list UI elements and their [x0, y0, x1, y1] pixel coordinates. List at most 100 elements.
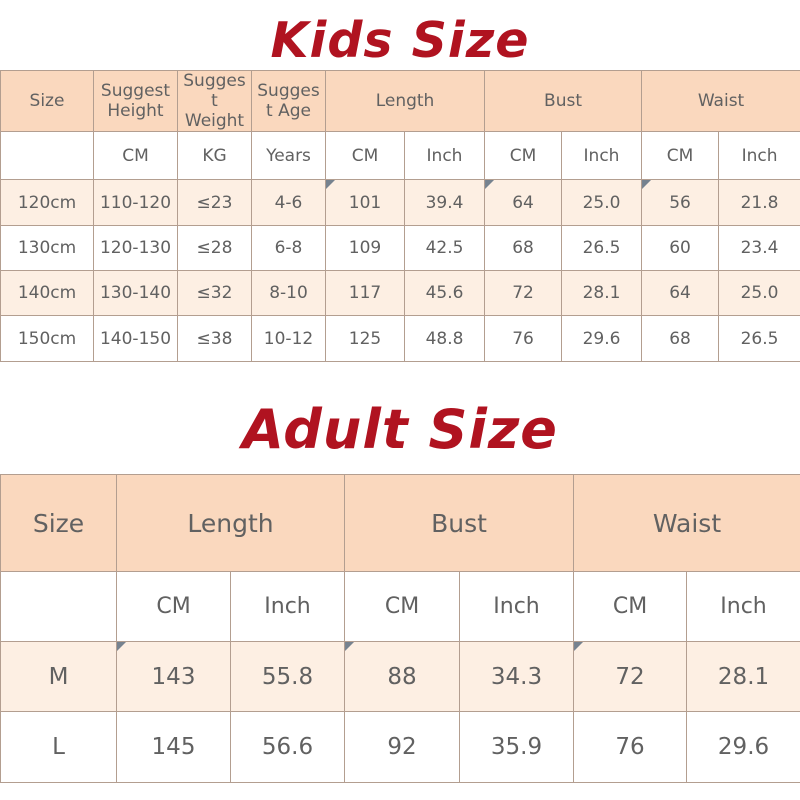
data-cell: 42.5 — [403, 225, 486, 271]
unit-cell — [0, 571, 117, 642]
data-cell: 130-140 — [93, 270, 178, 316]
data-row: 150cm 140-150 ≤38 10-12 125 48.8 76 29.6 68 26.5 — [0, 315, 800, 362]
data-cell: 29.6 — [686, 711, 800, 783]
comment-flag-icon — [326, 180, 335, 189]
data-cell: 140-150 — [93, 315, 178, 362]
data-cell: 109 — [325, 225, 405, 271]
data-cell: 76 — [573, 711, 688, 783]
data-cell: 150cm — [0, 315, 94, 362]
data-cell: 56 — [641, 179, 720, 226]
data-row: 140cm 130-140 ≤32 8-10 117 45.6 72 28.1 64 25.0 — [0, 270, 800, 316]
units-row: CM KG Years CM Inch CM Inch CM Inch — [0, 131, 800, 180]
data-cell: 68 — [641, 315, 720, 362]
data-cell: 60 — [641, 225, 720, 271]
unit-cell: CM — [484, 131, 563, 180]
header-row: Size Suggest Height Suggest Weight Suggest … — [0, 70, 800, 132]
data-cell: 6-8 — [251, 225, 326, 271]
data-cell: 72 — [484, 270, 563, 316]
data-cell: 55.8 — [229, 641, 346, 712]
unit-cell: Inch — [686, 571, 800, 642]
unit-cell: Inch — [561, 131, 643, 180]
data-cell: 28.1 — [686, 641, 800, 712]
header-cell: Size — [0, 70, 94, 132]
data-cell: ≤23 — [177, 179, 252, 226]
unit-cell: Inch — [403, 131, 486, 180]
header-cell: Waist — [641, 70, 800, 132]
unit-cell: Years — [251, 131, 326, 180]
data-cell: 45.6 — [403, 270, 486, 316]
comment-flag-icon — [642, 180, 652, 189]
header-cell: Size — [0, 474, 117, 572]
data-cell: 125 — [325, 315, 405, 362]
unit-cell: CM — [344, 571, 461, 642]
comment-flag-icon — [485, 180, 495, 189]
data-cell: 76 — [484, 315, 563, 362]
data-cell: 56.6 — [229, 711, 346, 783]
header-cell: Bust — [484, 70, 643, 132]
data-row: M 143 55.8 88 34.3 72 28.1 — [0, 641, 800, 712]
comment-flag-icon — [574, 642, 584, 651]
header-cell: Suggest Age — [251, 70, 326, 132]
data-cell: 28.1 — [561, 270, 643, 316]
comment-flag-icon — [117, 642, 126, 651]
data-cell: 64 — [641, 270, 720, 316]
unit-cell: Inch — [229, 571, 346, 642]
data-cell: 39.4 — [403, 179, 486, 226]
data-cell: 4-6 — [251, 179, 326, 226]
data-cell: 21.8 — [718, 179, 800, 226]
unit-cell: CM — [573, 571, 688, 642]
data-cell: 120-130 — [93, 225, 178, 271]
data-cell: L — [0, 711, 117, 783]
header-cell: Length — [324, 70, 486, 132]
unit-cell: KG — [177, 131, 252, 180]
data-cell: 26.5 — [561, 225, 643, 271]
header-cell: Bust — [344, 474, 575, 572]
data-cell: 25.0 — [561, 179, 643, 226]
data-cell: 130cm — [0, 225, 94, 271]
data-cell: 34.3 — [459, 641, 575, 712]
header-cell: Suggest Height — [93, 70, 178, 132]
header-row: Size Length Bust Waist — [0, 474, 800, 572]
unit-cell: Inch — [459, 571, 575, 642]
data-row: 130cm 120-130 ≤28 6-8 109 42.5 68 26.5 60 23.4 — [0, 225, 800, 271]
data-cell: 72 — [573, 641, 688, 712]
data-row: 120cm 110-120 ≤23 4-6 101 39.4 64 25.0 56 21.8 — [0, 179, 800, 226]
data-cell: 68 — [484, 225, 563, 271]
data-cell: ≤38 — [177, 315, 252, 362]
adult-size-title: Adult Size — [242, 398, 558, 461]
kids-size-title: Kids Size — [270, 12, 530, 69]
data-cell: 110-120 — [93, 179, 178, 226]
data-cell: 29.6 — [561, 315, 643, 362]
data-cell: 88 — [344, 641, 461, 712]
header-cell: Waist — [573, 474, 800, 572]
data-cell: M — [0, 641, 117, 712]
data-cell: 92 — [344, 711, 461, 783]
unit-cell: CM — [325, 131, 405, 180]
data-cell: 145 — [116, 711, 231, 783]
data-cell: 117 — [325, 270, 405, 316]
data-cell: 48.8 — [403, 315, 486, 362]
unit-cell: CM — [93, 131, 178, 180]
data-cell: 8-10 — [251, 270, 326, 316]
data-cell: 26.5 — [718, 315, 800, 362]
data-cell: 120cm — [0, 179, 94, 226]
data-cell: 10-12 — [251, 315, 326, 362]
data-cell: 25.0 — [718, 270, 800, 316]
data-cell: 143 — [116, 641, 231, 712]
data-cell: 140cm — [0, 270, 94, 316]
units-row: CM Inch CM Inch CM Inch — [0, 571, 800, 642]
unit-cell: CM — [641, 131, 720, 180]
data-cell: 101 — [325, 179, 405, 226]
unit-cell: Inch — [718, 131, 800, 180]
header-cell: Suggest Weight — [177, 70, 252, 132]
comment-flag-icon — [345, 642, 355, 651]
data-cell: ≤28 — [177, 225, 252, 271]
data-cell: ≤32 — [177, 270, 252, 316]
adult-size-table: Size Length Bust Waist CM Inch CM Inch CM Inch M 14… — [0, 474, 800, 783]
header-cell: Length — [115, 474, 346, 572]
data-row: L 145 56.6 92 35.9 76 29.6 — [0, 711, 800, 783]
data-cell: 23.4 — [718, 225, 800, 271]
data-cell: 35.9 — [459, 711, 575, 783]
unit-cell: CM — [116, 571, 231, 642]
